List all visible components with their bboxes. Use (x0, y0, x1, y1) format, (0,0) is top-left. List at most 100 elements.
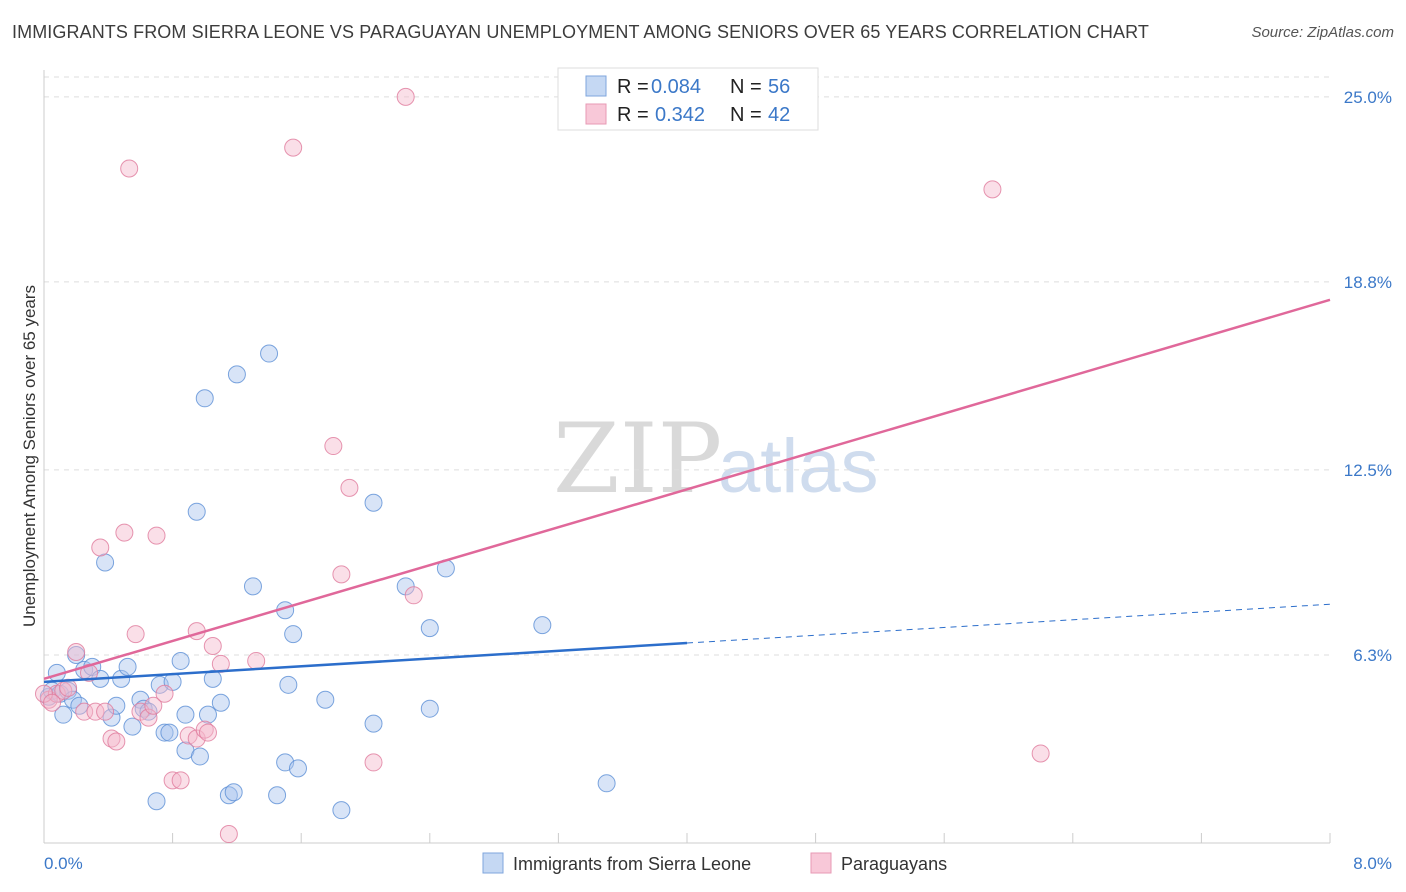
data-point (86, 702, 105, 721)
legend-swatch-pink (585, 103, 607, 125)
data-point (597, 774, 616, 793)
data-point (123, 717, 142, 736)
data-point (211, 654, 230, 673)
data-point (176, 705, 195, 724)
watermark: ZIP atlas (553, 403, 879, 515)
bottom-legend-label-pink: Paraguayans (841, 854, 947, 874)
data-point (203, 669, 222, 688)
data-point (211, 693, 230, 712)
data-point (1031, 744, 1050, 763)
y-tick-labels: 6.3% 12.5% 18.8% 25.0% (1344, 88, 1392, 665)
data-point (198, 705, 217, 724)
legend-r-label-blue: R = (617, 76, 649, 98)
x-tick-label-max: 8.0% (1353, 854, 1392, 873)
data-point (107, 696, 126, 715)
legend-r-label-pink: R = (617, 104, 649, 126)
data-point (67, 642, 86, 661)
data-point (279, 675, 298, 694)
data-point (139, 708, 158, 727)
data-point (420, 619, 439, 638)
data-point (43, 693, 62, 712)
watermark-atlas: atlas (718, 424, 879, 509)
data-point (219, 825, 238, 844)
data-point (219, 786, 238, 805)
data-point (224, 783, 243, 802)
data-point (420, 699, 439, 718)
data-point (195, 720, 214, 739)
data-point (195, 389, 214, 408)
data-point (243, 577, 262, 596)
data-point (404, 586, 423, 605)
bottom-legend-swatch-blue (482, 852, 504, 874)
x-tick-label-min: 0.0% (44, 854, 83, 873)
data-point (54, 681, 73, 700)
data-point (332, 801, 351, 820)
data-point (284, 138, 303, 157)
data-point (54, 705, 73, 724)
legend-box: R = 0.084 N = 56 R = 0.342 N = 42 (557, 67, 819, 131)
bottom-legend-swatch-pink (810, 852, 832, 874)
data-point (160, 723, 179, 742)
data-point (364, 753, 383, 772)
data-point (396, 87, 415, 106)
y-tick-label: 12.5% (1344, 461, 1392, 480)
data-point (364, 493, 383, 512)
data-point (284, 625, 303, 644)
trendlines (43, 298, 1331, 684)
data-point (332, 565, 351, 584)
data-point (171, 651, 190, 670)
data-point (190, 747, 209, 766)
data-point (187, 502, 206, 521)
data-point (203, 637, 222, 656)
trendline-sierra-leone (43, 641, 688, 684)
data-point (227, 365, 246, 384)
data-point (102, 729, 121, 748)
data-point (247, 651, 266, 670)
chart-source: Source: ZipAtlas.com (1251, 24, 1394, 41)
data-point (96, 702, 115, 721)
series-paraguayans (35, 87, 1050, 844)
bottom-legend-label-blue: Immigrants from Sierra Leone (513, 854, 751, 874)
data-point (983, 180, 1002, 199)
data-point (288, 759, 307, 778)
data-point (198, 723, 217, 742)
data-point (260, 344, 279, 363)
data-point (118, 657, 137, 676)
data-point (120, 159, 139, 178)
data-point (533, 616, 552, 635)
data-point (96, 553, 115, 572)
y-tick-label: 18.8% (1344, 273, 1392, 292)
legend-n-value-pink: 42 (768, 104, 790, 126)
data-point (316, 690, 335, 709)
data-point (268, 786, 287, 805)
data-point (147, 526, 166, 545)
x-ticks (43, 833, 1331, 843)
legend-n-label-pink: N = (730, 104, 762, 126)
trendline-sierra-leone-extension (686, 603, 1331, 644)
legend-n-label-blue: N = (730, 76, 762, 98)
data-point (340, 478, 359, 497)
bottom-legend: Immigrants from Sierra Leone Paraguayans (482, 852, 947, 874)
legend-r-value-pink: 0.342 (655, 104, 705, 126)
watermark-zip: ZIP (553, 403, 722, 515)
data-point (144, 696, 163, 715)
series-immigrants-from-sierra-leone (39, 344, 616, 820)
y-tick-label: 25.0% (1344, 88, 1392, 107)
chart-title: IMMIGRANTS FROM SIERRA LEONE VS PARAGUAY… (12, 22, 1149, 42)
data-point (155, 723, 174, 742)
data-point (115, 523, 134, 542)
data-point (70, 696, 89, 715)
trendline-paraguayans (43, 298, 1331, 681)
y-axis-label: Unemployment Among Seniors over 65 years (20, 285, 39, 627)
data-point (107, 732, 126, 751)
legend-r-value-blue: 0.084 (651, 76, 701, 98)
legend-swatch-blue (585, 75, 607, 97)
y-tick-label: 6.3% (1353, 646, 1392, 665)
data-point (126, 625, 145, 644)
data-point (171, 771, 190, 790)
data-point (134, 699, 153, 718)
data-point (364, 714, 383, 733)
legend-n-value-blue: 56 (768, 76, 790, 98)
data-point (324, 437, 343, 456)
